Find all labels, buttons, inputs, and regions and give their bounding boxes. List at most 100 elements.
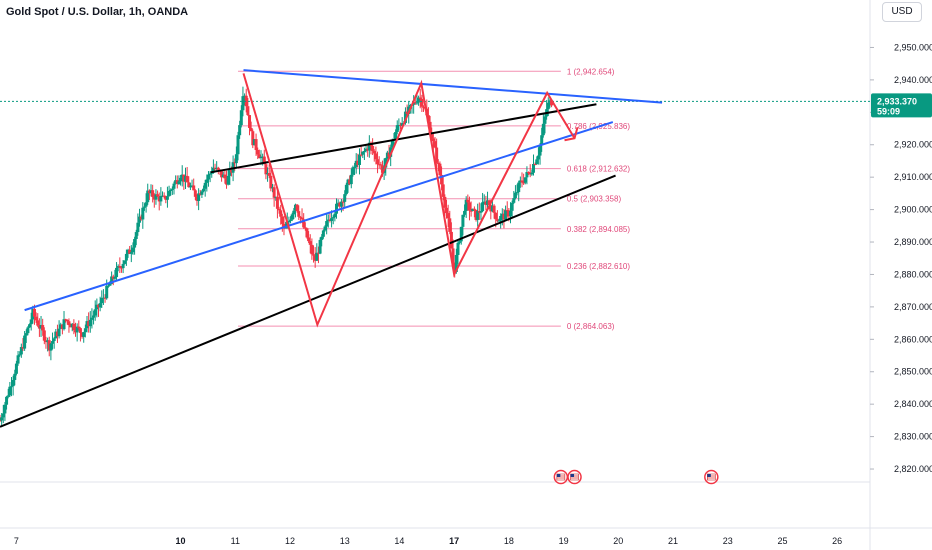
trendline bbox=[210, 103, 597, 174]
candle-body bbox=[523, 177, 527, 183]
candle-body bbox=[308, 241, 312, 245]
time-tick-label: 11 bbox=[231, 536, 240, 546]
candle-body bbox=[11, 379, 15, 387]
candle-body bbox=[297, 211, 301, 217]
candle-body bbox=[121, 263, 125, 269]
candle-body bbox=[351, 167, 355, 175]
candle-body bbox=[289, 219, 293, 221]
candle-body bbox=[269, 175, 273, 189]
us-flag-icon[interactable] bbox=[553, 469, 569, 485]
candle-body bbox=[119, 267, 123, 269]
candle-body bbox=[62, 319, 66, 330]
candle-body bbox=[303, 227, 307, 229]
trendlines[interactable] bbox=[0, 69, 663, 428]
candle-body bbox=[502, 213, 506, 220]
candle-body bbox=[244, 95, 248, 107]
zigzag-pattern[interactable] bbox=[242, 73, 579, 328]
candle-body bbox=[287, 220, 291, 223]
candle-body bbox=[28, 324, 32, 328]
time-tick-label: 14 bbox=[394, 536, 404, 546]
candle-body bbox=[238, 125, 242, 136]
candle-body bbox=[394, 132, 398, 140]
candle-body bbox=[464, 199, 468, 211]
candle-body bbox=[339, 201, 343, 207]
candle-body bbox=[37, 325, 41, 329]
candle-body bbox=[180, 174, 184, 178]
price-tick-label: 2,940.000 bbox=[894, 75, 932, 85]
economic-events[interactable] bbox=[553, 469, 719, 485]
candle-body bbox=[8, 386, 12, 396]
candle-body bbox=[538, 145, 542, 156]
candle-body bbox=[446, 213, 450, 219]
candle-body bbox=[469, 210, 473, 212]
candle-body bbox=[467, 202, 471, 211]
candle-body bbox=[541, 123, 545, 136]
candle-body bbox=[164, 196, 168, 200]
candle-body bbox=[47, 340, 51, 351]
candle-body bbox=[531, 163, 535, 173]
candle-body bbox=[415, 102, 419, 104]
candle-body bbox=[346, 179, 350, 185]
candle-body bbox=[136, 222, 140, 233]
candle-body bbox=[454, 254, 458, 272]
candle-body bbox=[233, 162, 237, 164]
candle-body bbox=[157, 196, 161, 202]
candle-body bbox=[77, 326, 81, 329]
candle-body bbox=[397, 124, 401, 126]
candle-body bbox=[51, 341, 55, 344]
currency-button[interactable]: USD bbox=[882, 2, 922, 22]
candle-body bbox=[103, 297, 107, 299]
candle-body bbox=[9, 386, 13, 388]
candle-body bbox=[262, 156, 266, 165]
candle-body bbox=[359, 154, 363, 156]
candle-body bbox=[408, 105, 412, 107]
candle-body bbox=[39, 325, 43, 329]
candle-body bbox=[438, 163, 442, 175]
candle-body bbox=[54, 331, 58, 339]
candle-body bbox=[323, 226, 327, 231]
price-tick-label: 2,840.000 bbox=[894, 399, 932, 409]
candle-body bbox=[124, 253, 128, 261]
candle-body bbox=[302, 219, 306, 228]
candle-body bbox=[510, 202, 514, 211]
candle-body bbox=[315, 252, 319, 261]
candle-body bbox=[515, 192, 519, 194]
candle-body bbox=[96, 304, 100, 308]
candle-body bbox=[546, 102, 550, 110]
candle-body bbox=[441, 184, 445, 197]
trendline bbox=[243, 69, 663, 104]
us-flag-icon[interactable] bbox=[567, 469, 582, 485]
candle-body bbox=[0, 417, 4, 421]
fibonacci-retracement[interactable]: 1 (2,942.654)0.786 (2,925.836)0.618 (2,9… bbox=[238, 67, 630, 331]
candle-body bbox=[208, 173, 212, 175]
candle-body bbox=[144, 202, 148, 207]
candle-body bbox=[357, 154, 361, 165]
candle-body bbox=[23, 335, 27, 349]
candle-body bbox=[246, 106, 250, 116]
candle-body bbox=[14, 363, 18, 374]
candle-body bbox=[98, 303, 102, 308]
candle-body bbox=[428, 121, 432, 135]
candle-body bbox=[320, 236, 324, 240]
time-axis[interactable]: 7 10 11 12 13 14 17 18 19 20 21 23 25 26 bbox=[14, 536, 842, 546]
candle-body bbox=[55, 331, 59, 337]
flag-canton bbox=[707, 474, 711, 477]
arrow-head bbox=[564, 126, 579, 142]
us-flag-icon[interactable] bbox=[704, 469, 719, 485]
candle-body bbox=[221, 174, 225, 178]
candle-body bbox=[344, 184, 348, 195]
candle-body bbox=[185, 175, 189, 183]
candle-body bbox=[325, 221, 329, 227]
candle-body bbox=[520, 180, 524, 183]
candle-body bbox=[259, 156, 263, 159]
price-axis[interactable]: 2,820.000 2,830.000 2,840.000 2,850.000 2,86… bbox=[870, 42, 932, 474]
candle-body bbox=[205, 179, 209, 183]
candle-body bbox=[274, 196, 278, 198]
candle-body bbox=[0, 420, 2, 422]
candle-body bbox=[118, 266, 122, 268]
candle-body bbox=[42, 330, 46, 341]
candle-body bbox=[313, 255, 317, 261]
candle-body bbox=[210, 172, 214, 174]
